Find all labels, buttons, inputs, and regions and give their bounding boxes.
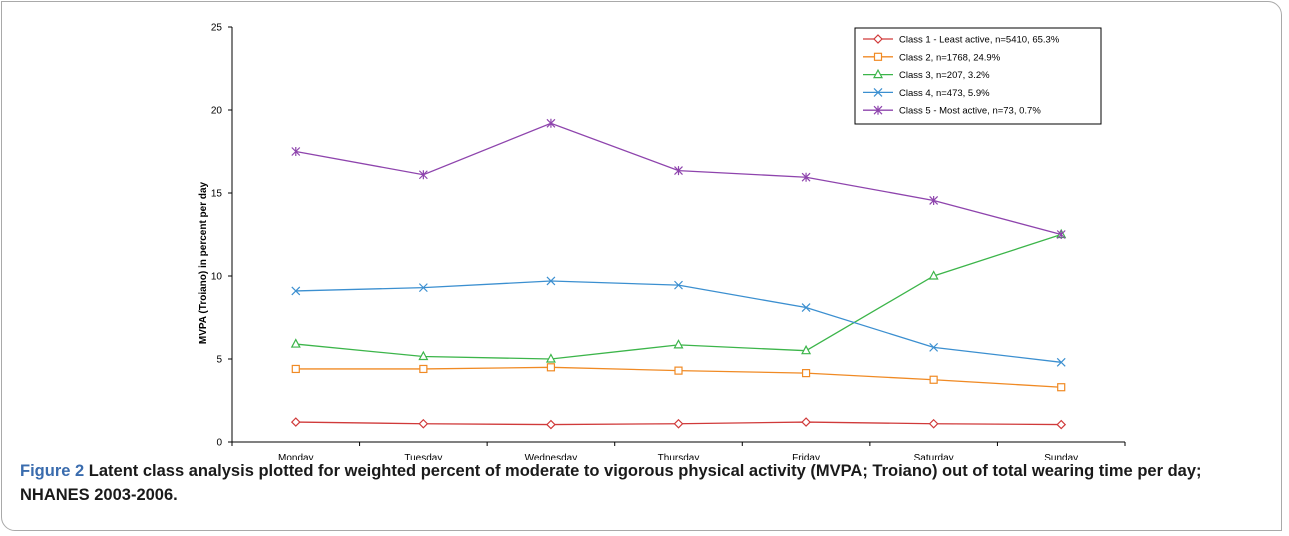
data-point	[1056, 357, 1066, 367]
data-point	[674, 166, 683, 176]
data-point	[801, 369, 811, 378]
legend-item: Class 1 - Least active, n=5410, 65.3%	[863, 34, 1060, 46]
series-layer	[290, 118, 1067, 430]
data-point	[674, 280, 683, 290]
y-tick-label: 20	[211, 106, 223, 117]
data-point	[673, 418, 684, 429]
x-tick-label: Thursday	[658, 453, 700, 460]
legend-item: Class 3, n=207, 3.2%	[863, 68, 990, 81]
series-5	[291, 118, 1066, 239]
legend-label: Class 4, n=473, 5.9%	[899, 88, 990, 99]
x-tick-label: Tuesday	[404, 453, 442, 460]
data-point	[418, 418, 429, 429]
y-tick-label: 5	[216, 355, 222, 366]
legend-box	[854, 27, 1102, 125]
data-point	[929, 195, 939, 205]
data-point	[291, 364, 300, 374]
series-1	[290, 417, 1067, 430]
data-point	[801, 303, 811, 312]
y-tick-label: 10	[211, 272, 223, 283]
legend: Class 1 - Least active, n=5410, 65.3% Cla…	[854, 27, 1102, 125]
x-tick-label: Friday	[792, 453, 820, 460]
data-point	[546, 276, 556, 286]
data-point	[1056, 419, 1067, 430]
legend-marker	[873, 105, 883, 115]
legend-label: Class 3, n=207, 3.2%	[899, 70, 990, 81]
data-point	[929, 342, 939, 352]
series-2	[291, 363, 1066, 392]
data-point	[291, 286, 301, 296]
x-tick-label: Sunday	[1044, 453, 1078, 460]
legend-label: Class 5 - Most active, n=73, 0.7%	[899, 106, 1041, 117]
x-tick-label: Saturday	[914, 453, 954, 460]
x-axis: Monday Tuesday Wednesday Thursday Friday Satu…	[231, 441, 1126, 460]
data-point	[545, 353, 556, 363]
legend-item: Class 4, n=473, 5.9%	[863, 88, 990, 99]
legend-marker	[873, 52, 883, 61]
series-line	[295, 122, 1062, 236]
legend-label: Class 2, n=1768, 24.9%	[899, 52, 1001, 63]
data-point	[418, 350, 429, 361]
series-3	[290, 228, 1067, 363]
data-point	[418, 170, 428, 180]
legend-item: Class 5 - Most active, n=73, 0.7%	[863, 106, 1041, 117]
data-point	[419, 364, 428, 374]
data-point	[801, 344, 812, 355]
data-point	[290, 417, 301, 427]
data-point	[929, 375, 938, 384]
data-point	[673, 339, 684, 349]
legend-marker	[873, 68, 883, 79]
data-point	[546, 419, 556, 430]
figure-caption-text: Latent class analysis plotted for weight…	[20, 462, 1202, 504]
data-point	[801, 172, 811, 182]
series-line	[295, 280, 1062, 363]
data-point	[546, 118, 556, 128]
data-point	[928, 418, 939, 429]
y-axis: 0 5 10 15 20 25	[211, 23, 233, 449]
data-point	[928, 270, 939, 280]
figure-caption: Figure 2 Latent class analysis plotted f…	[20, 459, 1250, 507]
data-point	[418, 283, 428, 293]
data-point	[290, 338, 301, 348]
data-point	[801, 417, 811, 427]
data-point	[1056, 230, 1066, 239]
y-tick-label: 25	[211, 23, 223, 34]
y-tick-label: 0	[216, 438, 222, 449]
line-chart: 0 5 10 15 20 25 Monday Tuesday Wednesday Thursda…	[198, 23, 1126, 460]
data-point	[674, 366, 683, 375]
legend-label: Class 1 - Least active, n=5410, 65.3%	[899, 35, 1060, 46]
x-tick-label: Wednesday	[525, 453, 578, 460]
y-axis-label: MVPA (Troiano) in percent per day	[198, 181, 209, 344]
x-tick-label: Monday	[278, 453, 314, 460]
series-4	[291, 276, 1066, 367]
y-tick-label: 15	[211, 189, 223, 200]
legend-item: Class 2, n=1768, 24.9%	[863, 52, 1001, 63]
data-point	[291, 147, 301, 156]
figure-label: Figure 2	[20, 462, 85, 480]
data-point	[1057, 383, 1066, 392]
data-point	[546, 363, 556, 372]
legend-marker	[873, 87, 883, 97]
legend-marker	[873, 34, 883, 44]
